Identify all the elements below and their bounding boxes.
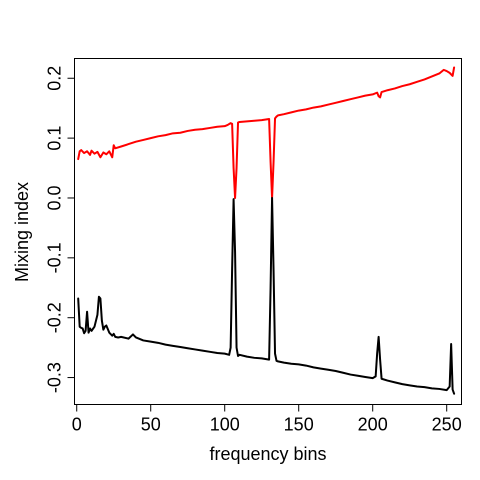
series-layer [77,66,456,395]
y-axis-label: Mixing index [12,182,32,282]
y-tick-label: 0.2 [45,66,65,91]
series-line-1 [77,66,456,199]
x-axis-label: frequency bins [209,444,326,464]
y-tick-label: 0.1 [45,126,65,151]
y-tick-label: 0.0 [45,185,65,210]
x-tick-label: 50 [141,415,161,435]
y-tick-label: -0.2 [45,302,65,333]
x-axis: 0 50 100 150 200 250 [72,404,462,435]
x-tick-label: 100 [210,415,240,435]
y-axis: -0.3 -0.2 -0.1 0.0 0.1 0.2 [45,66,75,393]
x-tick-label: 200 [358,415,388,435]
y-tick-label: -0.1 [45,242,65,273]
y-tick-label: -0.3 [45,362,65,393]
series-line-2 [77,196,456,395]
x-tick-label: 0 [72,415,82,435]
x-tick-label: 150 [284,415,314,435]
plot-frame [74,58,462,405]
x-tick-label: 250 [432,415,462,435]
